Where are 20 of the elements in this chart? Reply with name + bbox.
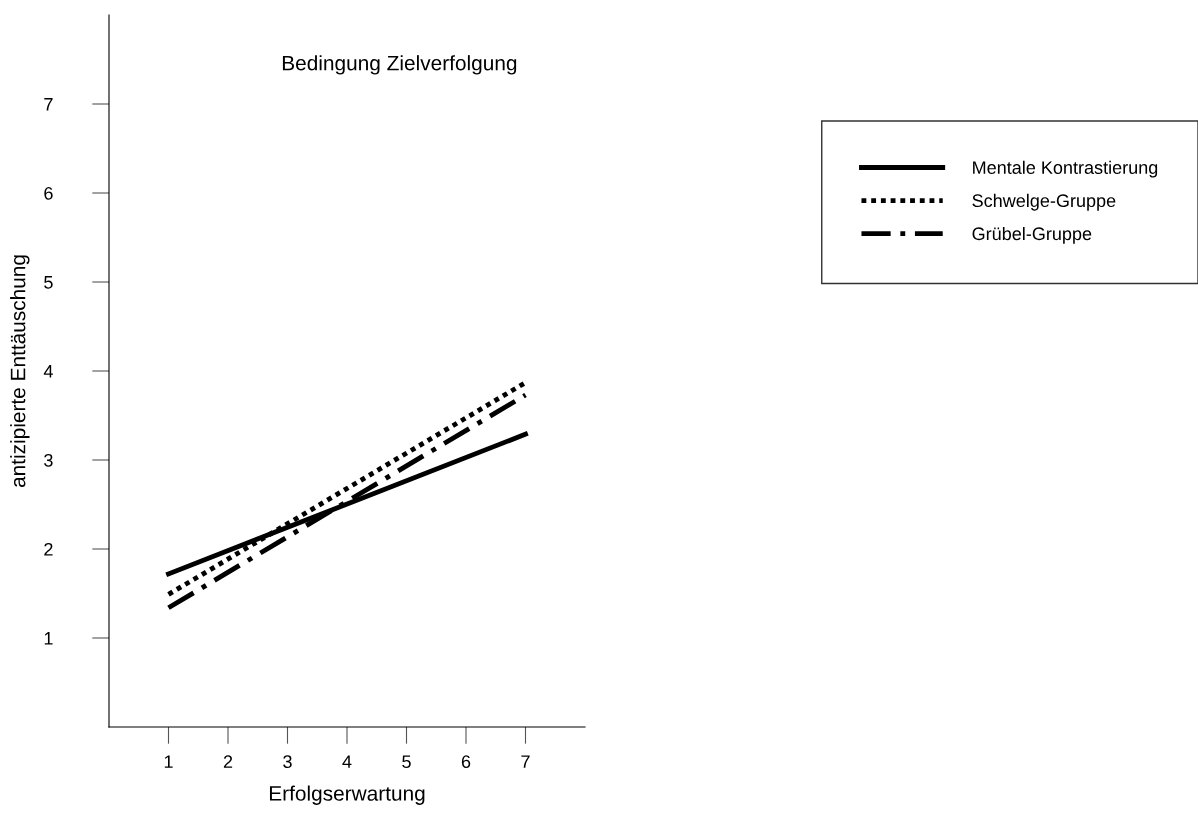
- x-tick-label: 4: [342, 755, 352, 768]
- y-tick-label: 2: [44, 542, 53, 556]
- text: Bedingung Zielverfolgung: [282, 55, 517, 75]
- x-tick-label: 7: [521, 755, 530, 768]
- y-tick-label: 7: [44, 98, 53, 111]
- legend-label: Schwelge-Gruppe: [972, 193, 1116, 211]
- y-tick-label: 4: [43, 365, 53, 378]
- legend-label: Mentale Kontrastierung: [973, 160, 1158, 178]
- x-axis-title: Erfolgserwartung: [269, 785, 425, 805]
- x-tick-label: 1: [164, 755, 173, 768]
- y-tick-label: 3: [44, 453, 53, 467]
- y-tick-label: 5: [44, 276, 53, 289]
- y-tick-label: 1: [44, 632, 53, 645]
- x-tick-label: 6: [461, 755, 471, 769]
- x-tick-label: 2: [223, 755, 233, 768]
- x-tick-label: 3: [283, 755, 292, 769]
- legend-label: Grübel-Gruppe: [972, 226, 1092, 244]
- y-axis-title: antizipierte Enttäuschung: [10, 255, 30, 488]
- x-tick-label: 5: [402, 755, 411, 769]
- y-tick-label: 6: [44, 186, 53, 200]
